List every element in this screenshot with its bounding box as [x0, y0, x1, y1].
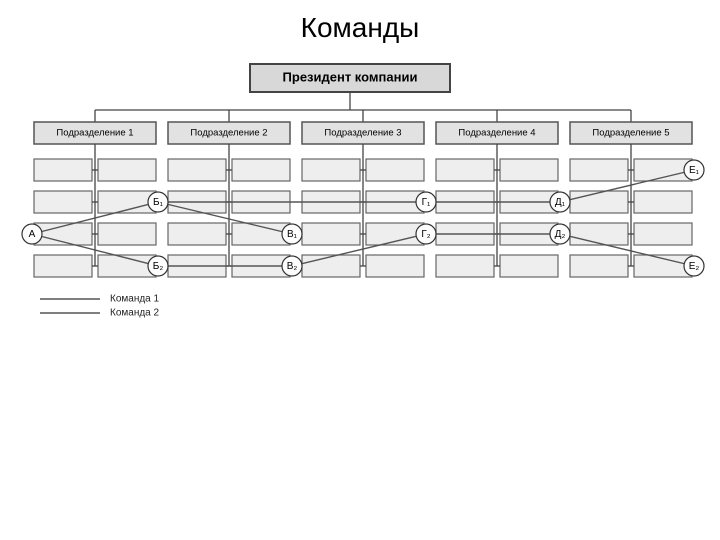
org-cell	[98, 223, 156, 245]
team-node-label: В₁	[287, 229, 298, 240]
org-cell	[570, 159, 628, 181]
team-node-label: А	[29, 229, 36, 240]
org-cell	[302, 159, 360, 181]
org-cell	[436, 255, 494, 277]
team-node-label: Г₂	[421, 229, 430, 240]
legend-label: Команда 1	[110, 294, 160, 305]
org-cell	[302, 223, 360, 245]
team-node-label: Б₁	[153, 197, 164, 208]
org-cell	[500, 255, 558, 277]
org-cell	[500, 159, 558, 181]
team-node-label: Г₁	[422, 197, 431, 208]
division-label: Подразделение 2	[190, 128, 267, 139]
team-node-label: Е₂	[689, 261, 700, 272]
org-cell	[570, 223, 628, 245]
org-cell	[98, 159, 156, 181]
org-cell	[34, 191, 92, 213]
team-node-label: Д₁	[555, 197, 566, 208]
team-node-label: В₂	[287, 261, 298, 272]
org-cell	[34, 255, 92, 277]
page-title: Команды	[0, 0, 720, 44]
team-node-label: Д₂	[555, 229, 566, 240]
division-label: Подразделение 1	[56, 128, 133, 139]
team-node-label: Б₂	[153, 261, 164, 272]
division-label: Подразделение 4	[458, 128, 535, 139]
division-label: Подразделение 3	[324, 128, 401, 139]
org-cell	[366, 255, 424, 277]
org-cell	[366, 159, 424, 181]
org-cell	[34, 159, 92, 181]
org-cell	[634, 223, 692, 245]
president-label: Президент компании	[283, 69, 418, 84]
org-cell	[302, 255, 360, 277]
org-cell	[570, 191, 628, 213]
org-cell	[436, 159, 494, 181]
legend-label: Команда 2	[110, 308, 160, 319]
org-cell	[168, 159, 226, 181]
team-node-label: Е₁	[689, 165, 700, 176]
org-cell	[570, 255, 628, 277]
org-cell	[168, 223, 226, 245]
org-cell	[634, 191, 692, 213]
division-label: Подразделение 5	[592, 128, 669, 139]
org-cell	[232, 159, 290, 181]
org-chart: Президент компании Подразделение 1 Подразд…	[10, 44, 710, 474]
